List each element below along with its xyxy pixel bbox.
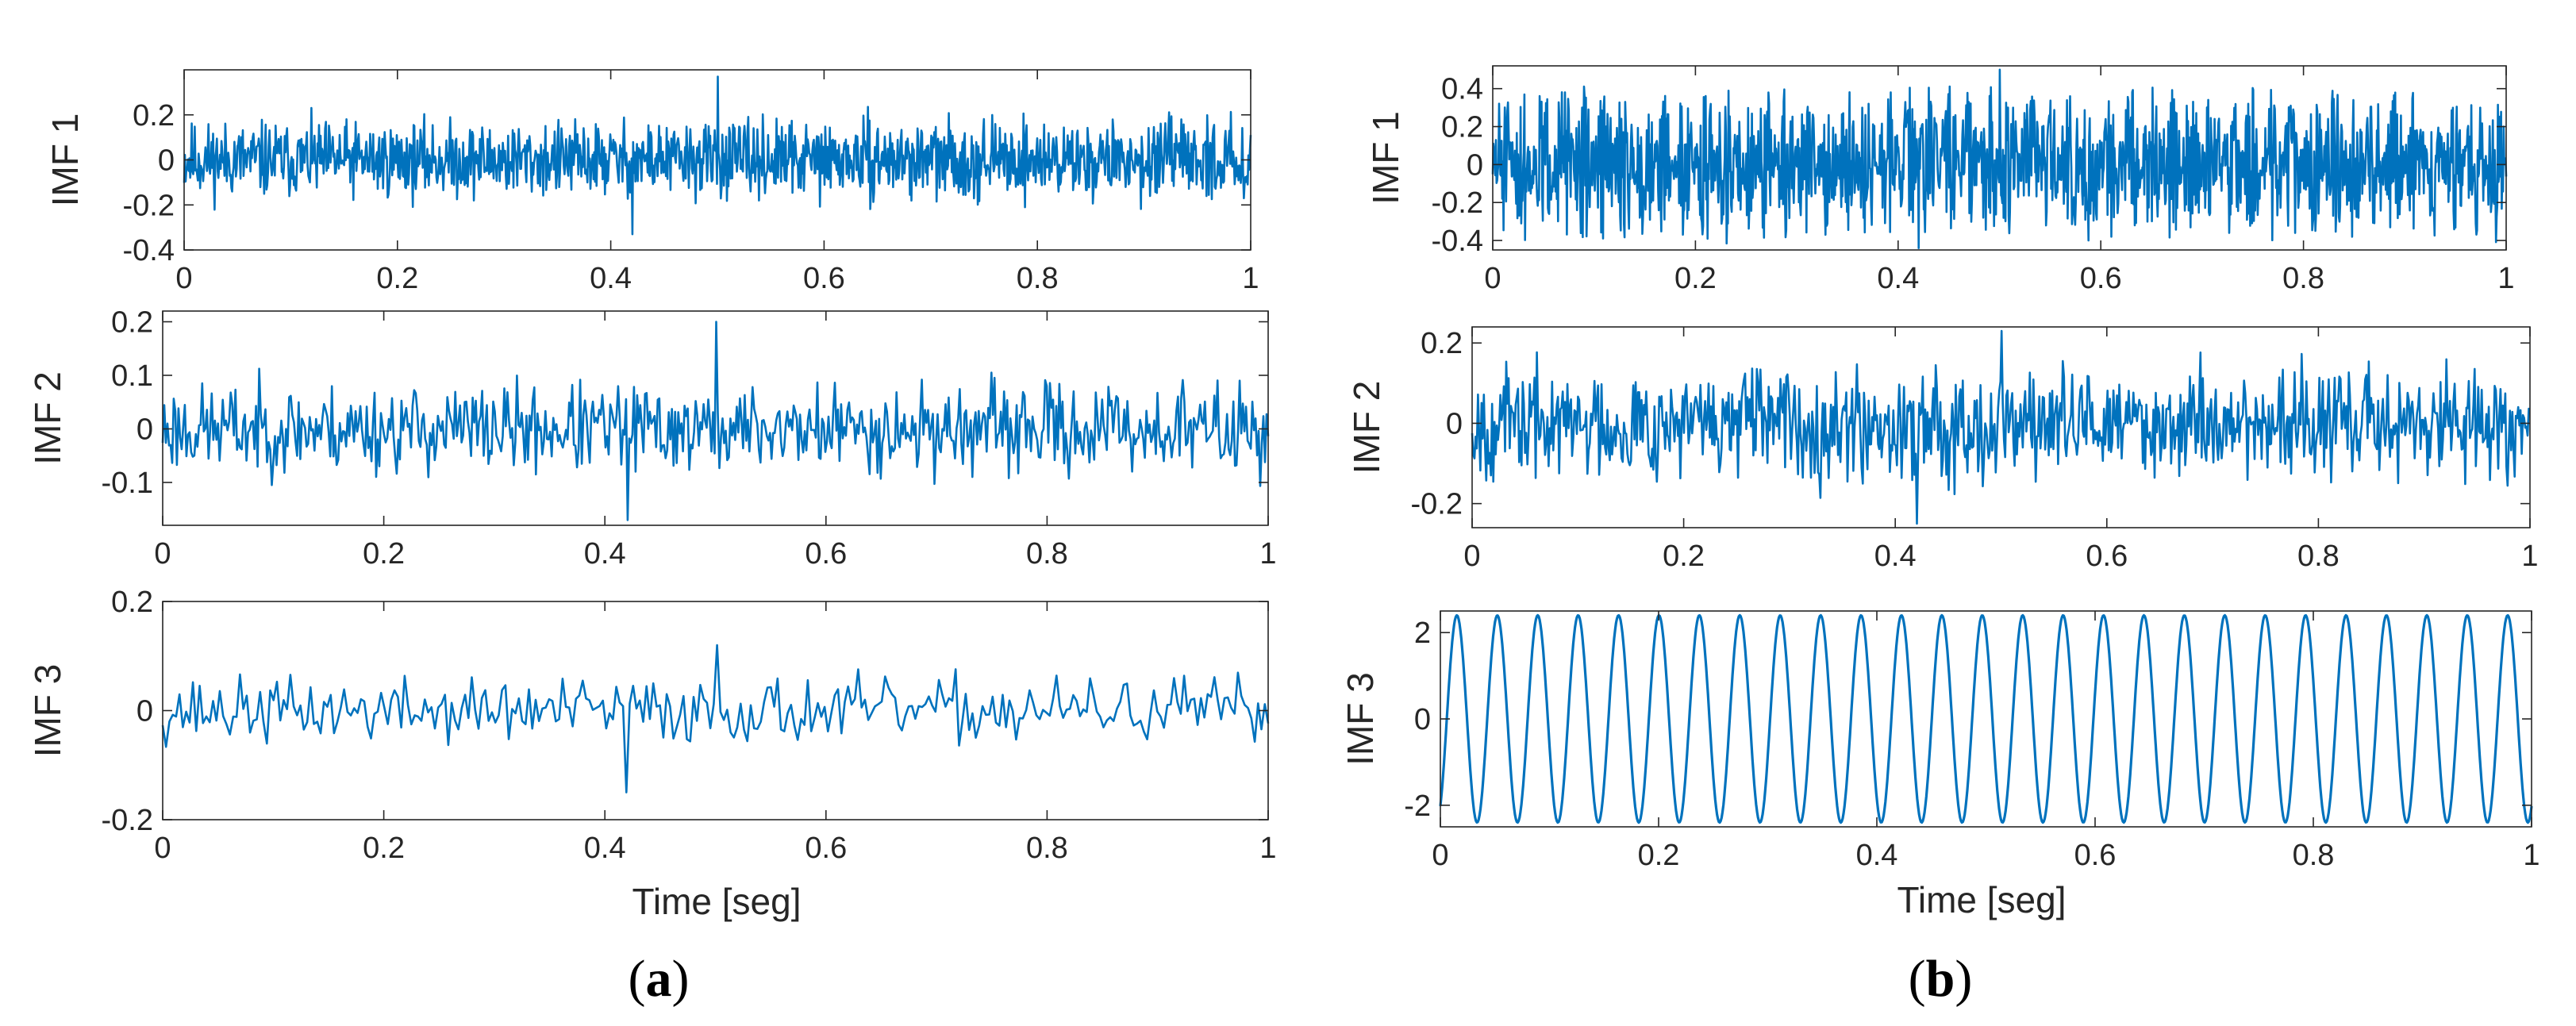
x-tick-label: 0.8 <box>2297 540 2340 573</box>
axes-box <box>162 310 1269 526</box>
x-tick-label: 0.6 <box>2086 540 2128 573</box>
x-tick-label: 0.4 <box>584 832 626 865</box>
caption-a-letter: a <box>646 950 672 1008</box>
time-axis-label-b: Time [seg] <box>1897 879 2066 920</box>
x-tick-label: 0.4 <box>1874 540 1917 573</box>
x-tick-label: 0 <box>154 832 171 865</box>
y-tick-label: 0.1 <box>111 359 153 393</box>
series-line <box>161 644 1270 794</box>
y-tick-label: -0.2 <box>102 804 153 837</box>
caption-a-open: ( <box>629 950 646 1008</box>
y-tick-label: -0.4 <box>123 234 175 267</box>
x-tick-label: 1 <box>1259 832 1276 865</box>
y-tick-label: 0 <box>136 413 153 447</box>
x-tick-label: 1 <box>2521 540 2538 573</box>
y-tick-label: 0.2 <box>111 586 153 619</box>
x-tick-label: 0.8 <box>1017 262 1059 295</box>
x-tick-label: 0.8 <box>1026 832 1068 865</box>
y-axis-label: IMF 2 <box>27 371 68 465</box>
y-tick-label: 0 <box>158 144 175 178</box>
x-tick-label: 0.2 <box>363 832 405 865</box>
panel-caption-b: (b) <box>1909 950 1973 1008</box>
x-tick-label: 0.2 <box>1663 540 1705 573</box>
x-tick-label: 0.6 <box>2074 839 2117 872</box>
x-tick-label: 0.2 <box>1674 262 1717 295</box>
y-tick-label: 0.2 <box>133 99 175 133</box>
x-tick-label: 0 <box>1484 262 1501 295</box>
xlabel-b: Time [seg] <box>1897 879 2066 920</box>
y-axis-label: IMF 1 <box>44 113 86 207</box>
y-tick-label: -2 <box>1404 790 1431 823</box>
x-tick-label: 0.4 <box>584 537 626 571</box>
y-tick-label: 0.4 <box>1441 73 1483 106</box>
y-tick-label: 0 <box>136 695 153 728</box>
x-tick-label: 1 <box>1259 537 1276 571</box>
series-line <box>1471 329 2531 525</box>
y-axis-label: IMF 1 <box>1365 111 1406 205</box>
x-tick-label: 0.8 <box>1026 537 1068 571</box>
caption-b-close: ) <box>1955 950 1972 1008</box>
y-tick-label: -0.1 <box>102 467 153 500</box>
subplot-b-imf1: 0 0.2 0.4 0.6 0.8 1 -0.4 -0.2 0 0.2 0.4 IMF 1 <box>1365 65 2515 295</box>
x-tick-label: 1 <box>2523 839 2539 872</box>
x-tick-label: 1 <box>1242 262 1259 295</box>
x-tick-label: 0.2 <box>376 262 418 295</box>
caption-a-close: ) <box>672 950 690 1008</box>
x-tick-label: 0 <box>1432 839 1448 872</box>
y-tick-label: 0 <box>1446 407 1463 440</box>
x-tick-label: 1 <box>2497 262 2514 295</box>
x-tick-label: 0.2 <box>1638 839 1680 872</box>
caption-b-open: ( <box>1909 950 1926 1008</box>
subplot-a-imf1: 0 0.2 0.4 0.6 0.8 1 -0.4 -0.2 0 0.2 IMF 1 <box>44 69 1259 295</box>
x-tick-label: 0.8 <box>2282 262 2324 295</box>
axes-box <box>1471 326 2531 528</box>
x-tick-label: 0 <box>1463 540 1480 573</box>
y-tick-label: 2 <box>1414 617 1431 650</box>
y-tick-label: 0 <box>1467 148 1483 182</box>
subplot-a-imf2: 0 0.2 0.4 0.6 0.8 1 -0.1 0 0.1 0.2 IMF 2 <box>27 306 1277 571</box>
xlabel-a: Time [seg] <box>632 881 801 922</box>
x-tick-label: 0.6 <box>805 537 847 571</box>
y-tick-label: -0.2 <box>1411 488 1463 521</box>
x-tick-label: 0 <box>175 262 192 295</box>
y-tick-label: 0 <box>1414 703 1431 736</box>
y-axis-label: IMF 3 <box>1340 672 1381 766</box>
series-line <box>1491 68 2508 249</box>
x-tick-label: 0.4 <box>1877 262 1919 295</box>
y-axis-label: IMF 2 <box>1346 381 1387 475</box>
x-tick-label: 0.4 <box>1856 839 1898 872</box>
x-tick-label: 0 <box>154 537 171 571</box>
y-tick-label: 0.2 <box>111 306 153 340</box>
axes-box <box>1492 65 2507 251</box>
time-axis-label-a: Time [seg] <box>632 881 801 922</box>
series-line <box>183 75 1252 236</box>
x-tick-label: 0.8 <box>2293 839 2335 872</box>
x-tick-label: 0.2 <box>363 537 405 571</box>
series-line <box>161 321 1270 521</box>
y-tick-label: -0.2 <box>1432 186 1483 220</box>
panel-caption-a: (a) <box>629 950 690 1008</box>
y-tick-label: 0.2 <box>1421 327 1463 360</box>
x-tick-label: 0.6 <box>2080 262 2122 295</box>
x-tick-label: 0.6 <box>803 262 845 295</box>
x-tick-label: 0.6 <box>805 832 847 865</box>
y-tick-label: -0.4 <box>1432 225 1483 258</box>
y-tick-label: -0.2 <box>123 189 175 222</box>
y-axis-label: IMF 3 <box>27 664 68 758</box>
x-tick-label: 0.4 <box>590 262 632 295</box>
series-line <box>1439 613 2533 824</box>
caption-b-letter: b <box>1926 950 1955 1008</box>
y-tick-label: 0.2 <box>1441 111 1483 144</box>
